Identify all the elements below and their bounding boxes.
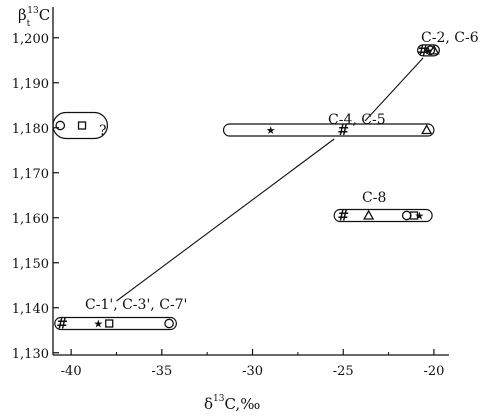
marker-square — [77, 121, 87, 130]
group-label: C-2, C-6 — [421, 30, 479, 46]
y-tick-label: 1,130 — [12, 347, 49, 362]
marker-circle — [425, 45, 436, 56]
group-outline — [54, 316, 177, 331]
marker-circle — [401, 210, 412, 221]
y-tick-label: 1,170 — [12, 167, 49, 182]
marker-triangle — [421, 124, 433, 135]
y-axis-title: βt13C — [18, 6, 50, 29]
group-label: ? — [99, 123, 107, 139]
x-tick-label: -25 — [333, 364, 354, 379]
group-label: C-4, C-5 — [328, 112, 386, 128]
marker-hash: # — [417, 43, 429, 59]
marker-star: ★ — [266, 124, 276, 137]
marker-circle — [55, 120, 66, 131]
y-tick-label: 1,160 — [12, 212, 49, 227]
group-label: C-8 — [362, 190, 386, 206]
marker-triangle — [428, 44, 440, 55]
group-c-1-c-3-c-7: # ★ C-1', C-3', C-7' — [54, 297, 187, 333]
marker-star: ★ — [414, 210, 424, 223]
marker-hash: # — [56, 317, 68, 333]
x-tick-label: -40 — [61, 364, 82, 379]
group-outline — [417, 44, 440, 57]
data-groups: # ★C-1', C-3', C-7'★ #C-4, C-5#★C-2, C-6# ★… — [52, 30, 479, 333]
marker-square — [105, 319, 114, 328]
marker-hash: # — [337, 209, 349, 225]
marker-circle — [164, 318, 174, 329]
y-tick-label: 1,180 — [12, 122, 49, 137]
marker-star: ★ — [93, 318, 103, 331]
group-c-8: # ★ C-8 — [333, 190, 433, 225]
x-axis-ticks: -40 -35 -30 -25 -20 — [61, 349, 444, 379]
connector-line — [116, 138, 335, 302]
group-outline — [222, 123, 435, 137]
group-outline — [333, 208, 433, 223]
axes — [52, 7, 449, 356]
marker-square — [409, 211, 419, 220]
y-tick-label: 1,140 — [12, 302, 49, 317]
x-tick-label: -30 — [242, 364, 263, 379]
group-c-4-c-5: ★ #C-4, C-5 — [222, 112, 435, 139]
marker-star: ★ — [424, 44, 434, 57]
marker-triangle — [363, 209, 375, 220]
marker-hash: # — [337, 123, 349, 139]
x-axis-title: δ13C,‰ — [204, 394, 260, 413]
group-unknown: ? — [52, 111, 109, 140]
group-c-2-c-6: #★C-2, C-6 — [417, 30, 479, 59]
connector-line — [364, 57, 424, 122]
connector-lines — [116, 57, 424, 302]
group-label: C-1', C-3', C-7' — [85, 297, 187, 313]
y-tick-label: 1,190 — [12, 77, 49, 92]
group-outline — [52, 111, 109, 140]
y-tick-label: 1,150 — [12, 257, 49, 272]
y-axis-ticks: 1,130 1,140 1,150 1,160 1,170 1,180 1,190 1,200 — [12, 32, 59, 362]
x-tick-label: -20 — [423, 364, 444, 379]
x-tick-label: -35 — [151, 364, 172, 379]
y-tick-label: 1,200 — [12, 32, 49, 47]
